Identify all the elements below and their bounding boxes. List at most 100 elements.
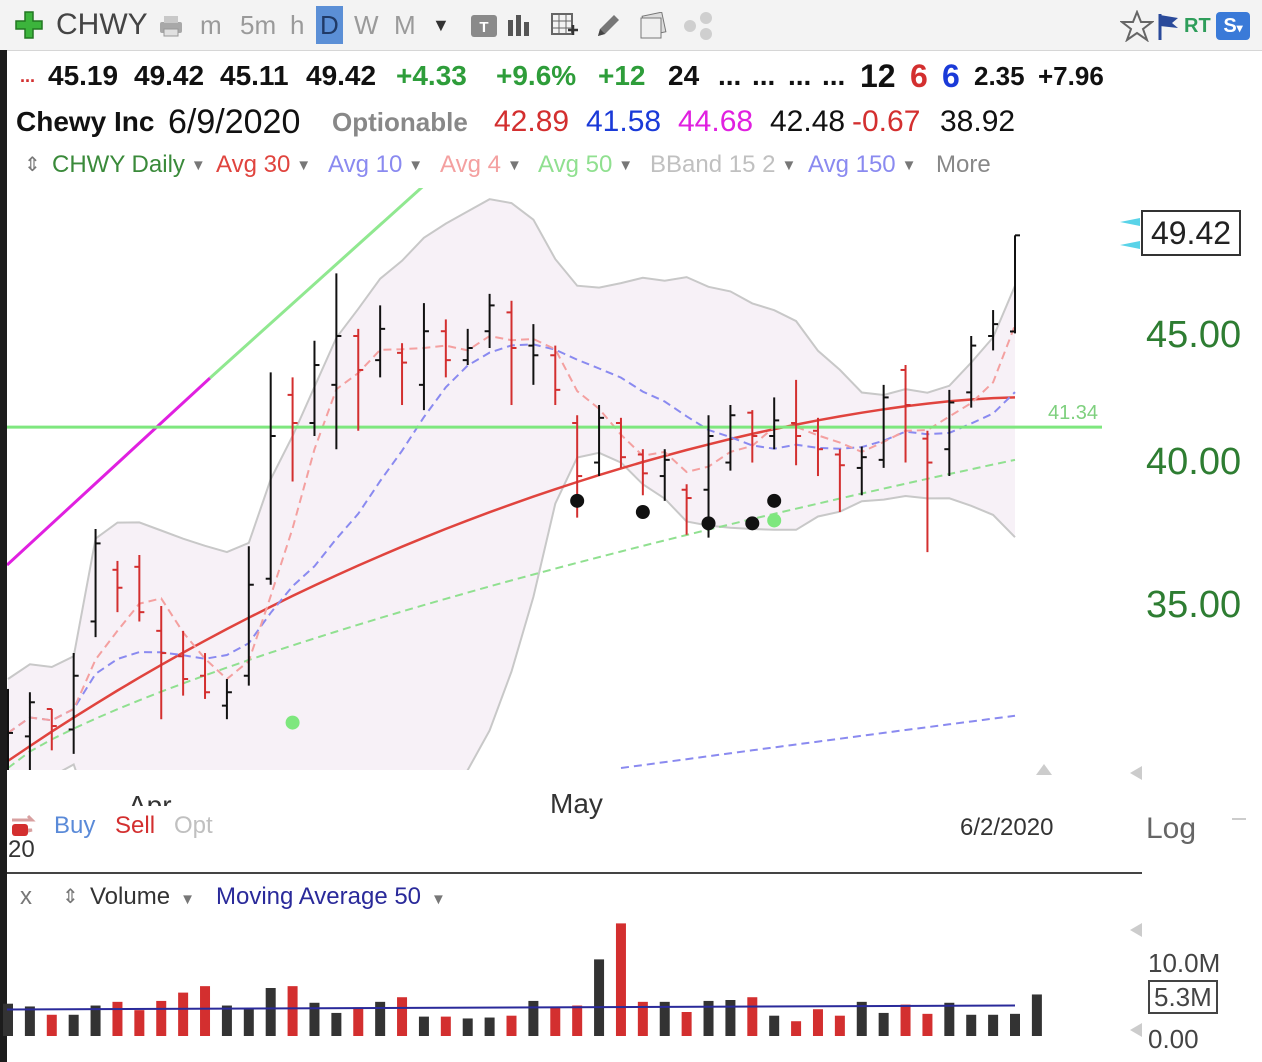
volume-scroll-left-icon[interactable] — [1130, 923, 1142, 937]
notes-icon[interactable] — [638, 12, 668, 40]
interval-5m[interactable]: 5m — [240, 10, 277, 40]
scroll-left-icon[interactable] — [1130, 766, 1142, 780]
ohlc-bar — [134, 555, 145, 622]
interval-w[interactable]: W — [354, 10, 379, 40]
ohlc-bar — [528, 324, 539, 385]
printer-icon[interactable] — [158, 14, 184, 38]
ohlc-bars — [7, 234, 1020, 770]
flag-icon[interactable] — [1156, 12, 1182, 42]
ohlc-bar — [681, 484, 692, 535]
volume-bar — [594, 959, 605, 1036]
chart-type-icon[interactable]: T — [470, 14, 498, 38]
legend-daily[interactable]: CHWY Daily ▼ — [52, 151, 206, 178]
ohlc-bar — [922, 430, 933, 553]
volume-bar — [200, 986, 211, 1036]
avg150-line — [620, 714, 1016, 769]
add-symbol-icon[interactable] — [14, 10, 44, 40]
quote-change: +4.33 — [396, 60, 467, 91]
interval-month[interactable]: M — [394, 10, 416, 40]
ohlc-bar — [331, 273, 342, 450]
legend-avg150[interactable]: Avg 150 ▼ — [808, 151, 917, 178]
volume-bar — [243, 1009, 254, 1036]
quote-low: 45.11 — [220, 60, 289, 91]
volume-bar — [878, 1012, 889, 1036]
interval-dropdown-icon[interactable]: ▼ — [432, 15, 450, 35]
ohlc-bar — [309, 340, 320, 437]
buy-button[interactable]: Buy — [54, 812, 96, 839]
ohlc-bar — [462, 328, 473, 366]
volume-bar — [703, 1000, 714, 1036]
grid-add-icon[interactable] — [550, 12, 578, 40]
interval-d[interactable]: D — [316, 6, 343, 44]
legend-more[interactable]: More — [936, 151, 991, 178]
s-badge[interactable]: S▾ — [1216, 12, 1250, 40]
ohlc-bar — [550, 345, 561, 406]
avg50-line — [7, 458, 1016, 769]
signal-dot — [635, 505, 650, 520]
legend-bband[interactable]: BBand 15 2 ▼ — [650, 151, 797, 178]
ohlc-bar — [812, 417, 823, 477]
y-tick-label: 35.00 — [1146, 584, 1242, 626]
quote-ellipsis-4: ... — [822, 60, 846, 91]
bars-icon[interactable] — [506, 12, 534, 38]
signal-dot — [570, 493, 585, 508]
quote-date: 6/9/2020 — [168, 103, 301, 141]
ohlc-bar — [615, 417, 626, 468]
legend-avg4[interactable]: Avg 4 ▼ — [440, 151, 522, 178]
scroll-up-icon[interactable] — [1036, 764, 1052, 775]
star-icon[interactable] — [1120, 10, 1154, 42]
volume-bar — [353, 1007, 364, 1036]
ohlc-bar — [966, 336, 977, 408]
x-label-may: May — [550, 788, 603, 819]
trade-arrows-icon[interactable] — [8, 810, 40, 840]
legend-avg10[interactable]: Avg 10 ▼ — [328, 151, 424, 178]
volume-bar — [637, 1001, 648, 1036]
ohlc-bar — [90, 529, 101, 638]
ohlc-bar — [265, 372, 276, 585]
price-chart[interactable]: 41.34 — [0, 188, 1262, 808]
volume-bar — [550, 1007, 561, 1036]
volume-bars — [3, 923, 1042, 1036]
ohlc-bar — [397, 343, 408, 406]
volume-bar — [834, 1015, 845, 1036]
panel-minimize-icon[interactable] — [1232, 818, 1246, 820]
volume-scroll-left-icon-2[interactable] — [1130, 1023, 1142, 1037]
ohlc-bar — [112, 560, 123, 613]
panel-divider — [7, 872, 1142, 874]
ohlc-bar — [178, 630, 189, 696]
quote-dots: ... — [20, 66, 36, 86]
volume-updown-icon[interactable]: ⇕ — [62, 886, 79, 908]
opt-button[interactable]: Opt — [174, 812, 213, 839]
updown-icon[interactable]: ⇕ — [24, 154, 41, 176]
volume-bar — [922, 1013, 933, 1036]
volume-label[interactable]: Volume ▼ — [90, 883, 195, 910]
legend-avg50[interactable]: Avg 50 ▼ — [538, 151, 634, 178]
quote-row-2: Chewy Inc 6/9/2020 Optionable 42.89 41.5… — [0, 100, 1262, 144]
interval-m[interactable]: m — [200, 10, 222, 40]
indicator-legend: ⇕ CHWY Daily ▼ Avg 30 ▼ Avg 10 ▼ Avg 4 ▼ Avg… — [0, 148, 1262, 184]
volume-chart — [3, 923, 1142, 1037]
x-label-date: 6/2/2020 — [960, 814, 1054, 841]
ohlc-bar — [791, 379, 802, 466]
volume-ma-label[interactable]: Moving Average 50 ▼ — [216, 883, 446, 910]
interval-h[interactable]: h — [290, 10, 305, 40]
quote-r1: 42.89 — [494, 105, 570, 138]
volume-bar — [725, 1000, 736, 1036]
legend-avg30[interactable]: Avg 30 ▼ — [216, 151, 312, 178]
ohlc-bar — [418, 303, 429, 411]
volume-bar — [156, 1000, 167, 1036]
volume-bar — [462, 1018, 473, 1036]
log-toggle[interactable]: Log — [1146, 812, 1197, 845]
quote-v796: +7.96 — [1038, 61, 1104, 91]
y-tick-label: 40.00 — [1146, 440, 1242, 483]
share-icon[interactable] — [682, 10, 716, 42]
volume-close-button[interactable]: x — [20, 883, 32, 910]
sell-button[interactable]: Sell — [115, 812, 156, 839]
rt-label[interactable]: RT — [1184, 15, 1211, 37]
volume-bar — [309, 1002, 320, 1036]
symbol-label[interactable]: CHWY — [56, 8, 148, 41]
company-name: Chewy Inc — [16, 106, 155, 137]
green-line-label: 41.34 — [1048, 402, 1098, 424]
volume-bar — [791, 1021, 802, 1036]
pencil-icon[interactable] — [594, 12, 622, 40]
